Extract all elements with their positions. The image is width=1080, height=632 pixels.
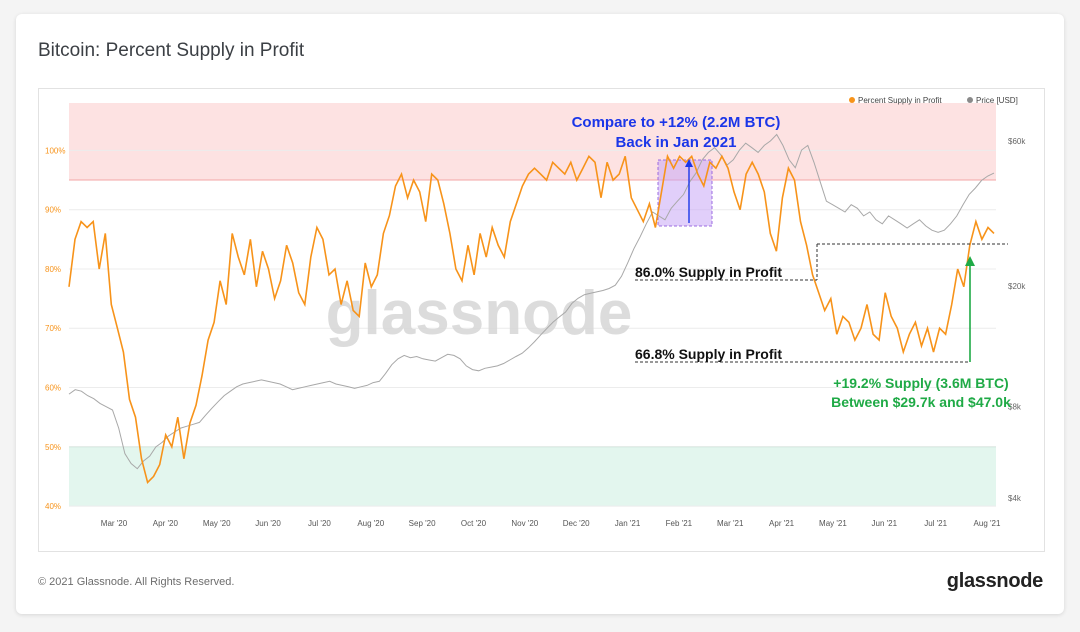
legend-supply-dot — [849, 97, 855, 103]
annotation-supply-668: 66.8% Supply in Profit — [635, 346, 782, 362]
compare-arrow-head — [685, 159, 693, 167]
y-left-tick-label: 60% — [45, 384, 61, 393]
y-right-axis: $4k $8k $20k $60k — [1008, 137, 1026, 503]
zone-band-0 — [69, 103, 996, 181]
legend: Percent Supply in Profit Price [USD] — [849, 96, 1018, 105]
chart-frame: glassnode 40% 50% 60% 70% 80% 90% 100% $4k $8k $… — [38, 88, 1045, 552]
x-tick-label: Apr '21 — [769, 519, 795, 528]
x-tick-label: May '21 — [819, 519, 847, 528]
x-tick-label: Jun '21 — [872, 519, 898, 528]
x-tick-label: Aug '21 — [974, 519, 1001, 528]
annotation-gain-line2: Between $29.7k and $47.0k — [831, 394, 1011, 410]
x-tick-label: Jul '20 — [308, 519, 331, 528]
annotation-compare-line1: Compare to +12% (2.2M BTC) — [572, 114, 781, 131]
jan-2021-highlight-box — [657, 159, 713, 227]
x-tick-label: Sep '20 — [409, 519, 436, 528]
y-left-axis: 40% 50% 60% 70% 80% 90% 100% — [45, 146, 65, 511]
y-left-tick-label: 100% — [45, 146, 65, 155]
x-tick-label: Jan '21 — [615, 519, 641, 528]
x-tick-label: Jul '21 — [924, 519, 947, 528]
annotation-compare-line2: Back in Jan 2021 — [616, 134, 737, 151]
x-tick-label: Oct '20 — [461, 519, 487, 528]
legend-price-label: Price [USD] — [976, 96, 1018, 105]
x-tick-label: May '20 — [203, 519, 231, 528]
x-tick-label: Mar '20 — [101, 519, 128, 528]
zone-bands — [69, 103, 996, 507]
gain-arrow-head — [965, 256, 975, 266]
x-tick-label: Mar '21 — [717, 519, 744, 528]
glassnode-logo: glassnode — [946, 570, 1044, 592]
x-axis: Mar '20 Apr '20 May '20 Jun '20 Jul '20 Aug '… — [101, 519, 1001, 528]
y-right-tick-label: $8k — [1008, 403, 1022, 412]
y-left-tick-label: 80% — [45, 265, 61, 274]
legend-supply-label: Percent Supply in Profit — [858, 96, 942, 105]
x-tick-label: Dec '20 — [563, 519, 590, 528]
page-title: Bitcoin: Percent Supply in Profit — [38, 40, 305, 61]
x-tick-label: Jun '20 — [255, 519, 281, 528]
y-right-tick-label: $20k — [1008, 282, 1026, 291]
price-line — [68, 133, 995, 470]
annotation-gain-line1: +19.2% Supply (3.6M BTC) — [833, 375, 1008, 391]
y-right-tick-label: $60k — [1008, 137, 1026, 146]
legend-price-dot — [967, 97, 973, 103]
x-tick-label: Nov '20 — [511, 519, 538, 528]
y-right-tick-label: $4k — [1008, 494, 1022, 503]
supply-line — [68, 153, 995, 484]
x-tick-label: Aug '20 — [357, 519, 384, 528]
x-tick-label: Feb '21 — [666, 519, 693, 528]
zone-band-1 — [69, 446, 996, 507]
annotation-supply-86: 86.0% Supply in Profit — [635, 264, 782, 280]
y-left-tick-label: 40% — [45, 502, 61, 511]
x-tick-label: Apr '20 — [153, 519, 179, 528]
y-left-tick-label: 50% — [45, 443, 61, 452]
watermark: glassnode — [326, 279, 633, 348]
gridlines — [69, 149, 996, 507]
y-left-tick-label: 90% — [45, 206, 61, 215]
copyright: © 2021 Glassnode. All Rights Reserved. — [38, 576, 235, 588]
y-left-tick-label: 70% — [45, 324, 61, 333]
chart-svg: glassnode 40%50%60%70%80%90%100% $4k$8k$… — [45, 96, 1026, 528]
